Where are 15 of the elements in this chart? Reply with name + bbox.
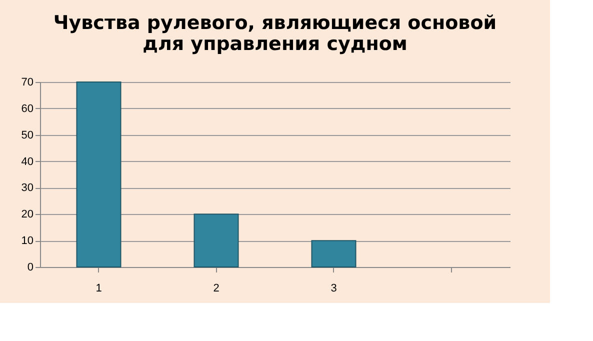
y-tick-label: 40: [21, 156, 34, 168]
y-tick-label: 20: [21, 208, 34, 221]
y-tick-label: 0: [27, 262, 34, 274]
y-tick-label: 10: [21, 235, 34, 248]
bar: [194, 214, 239, 268]
chart-title: Чувства рулевого, являющиеся основой для управления судном: [53, 12, 497, 55]
y-tick-label: 70: [21, 76, 34, 88]
y-tick-label: 30: [21, 182, 34, 194]
x-tick-label: 2: [213, 282, 220, 294]
y-tick-label: 50: [21, 129, 34, 142]
y-tick-label: 60: [21, 102, 34, 115]
bar: [76, 82, 122, 268]
x-tick-label: 3: [330, 282, 337, 294]
bar: [311, 240, 356, 268]
x-tick-label: 1: [96, 282, 102, 294]
